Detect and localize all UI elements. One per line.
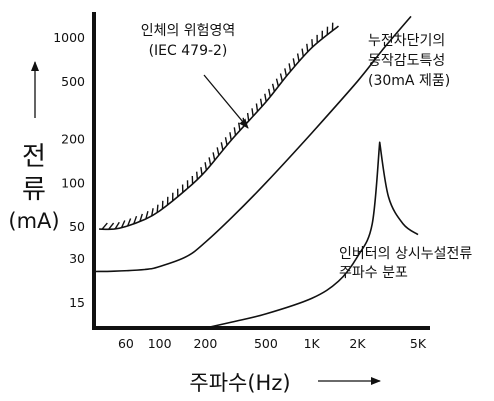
hatch-mark [101, 222, 108, 230]
hatch-mark [259, 98, 263, 107]
y-tick-label: 100 [61, 175, 85, 190]
hatch-mark [301, 48, 304, 57]
hatch-mark [271, 83, 276, 92]
x-tick-label: 1K [304, 336, 321, 351]
x-tick-label: 2K [349, 336, 366, 351]
y-tick-label: 500 [61, 74, 85, 89]
y-axis-title-line-2: 류 [22, 175, 46, 205]
curves [93, 15, 419, 329]
hatch-mark [268, 88, 271, 97]
hatch-mark [216, 147, 220, 156]
hatch-mark [238, 122, 241, 131]
hatch-mark [246, 112, 250, 121]
hatch-mark [133, 215, 138, 225]
hatch-mark [208, 157, 212, 166]
inverter-leakage-curve [205, 141, 419, 329]
y-axis-title-line-1: 전 [22, 142, 46, 172]
y-axis-title-line-3: (mA) [8, 209, 59, 233]
y-tick-label: 200 [61, 132, 85, 147]
hatch-mark [196, 171, 199, 180]
y-tick-label: 30 [69, 251, 85, 266]
breaker-label-line-2: 동작감도특성 [368, 53, 445, 69]
y-tick-label: 50 [69, 219, 85, 234]
danger-zone-label-line-2: (IEC 479-2) [149, 43, 228, 59]
hatch-mark [108, 222, 115, 230]
breaker-label-line-3: (30mA 제품) [368, 73, 450, 89]
hatch-mark [145, 211, 149, 220]
x-tick-labels: 60 100 200 500 1K 2K 5K [118, 336, 427, 351]
hatch-mark [275, 78, 280, 87]
hatch-mark [306, 43, 309, 52]
danger-zone-label-line-1: 인체의 위험영역 [141, 23, 236, 39]
inverter-label-line-2: 주파수 분포 [339, 265, 408, 281]
hatch-mark [151, 208, 154, 217]
breaker-label-line-1: 누전차단기의 [368, 33, 445, 49]
hatch-mark [229, 132, 232, 141]
breaker-sensitivity-curve [93, 15, 412, 273]
danger-zone-pointer [203, 74, 249, 129]
hatch-mark [284, 68, 288, 77]
y-tick-label: 15 [69, 295, 85, 310]
hatch-mark [311, 39, 314, 48]
hatch-mark [251, 108, 254, 117]
hatch-mark [139, 213, 143, 222]
hatch-mark [255, 103, 259, 112]
hatch-mark [220, 142, 224, 151]
y-tick-label: 1000 [53, 30, 85, 45]
hatch-mark [224, 137, 228, 146]
x-tick-label: 60 [118, 336, 134, 351]
hatch-mark [279, 73, 283, 82]
hatch-mark [212, 152, 216, 161]
hatch-mark [264, 93, 267, 102]
hatch-mark [156, 204, 159, 213]
inverter-label-line-1: 인버터의 상시누설전류 [339, 246, 472, 262]
hatch-mark [233, 127, 237, 136]
x-tick-label: 5K [410, 336, 427, 351]
hatch-mark [120, 220, 126, 229]
hatch-mark [114, 221, 120, 230]
danger-zone-curve [99, 25, 339, 231]
x-axis-title: 주파수(Hz) [189, 371, 290, 395]
danger-zone-hatching [101, 22, 334, 230]
x-tick-label: 200 [193, 336, 217, 351]
hatch-mark [288, 63, 292, 72]
x-tick-label: 500 [254, 336, 278, 351]
y-tick-labels: 15 30 50 100 200 500 1000 [53, 30, 85, 310]
hatch-mark [127, 218, 132, 227]
hatch-mark [200, 167, 203, 176]
hatch-mark [296, 53, 300, 62]
x-tick-label: 100 [148, 336, 172, 351]
hatch-mark [292, 58, 296, 67]
hatch-mark [204, 162, 208, 171]
